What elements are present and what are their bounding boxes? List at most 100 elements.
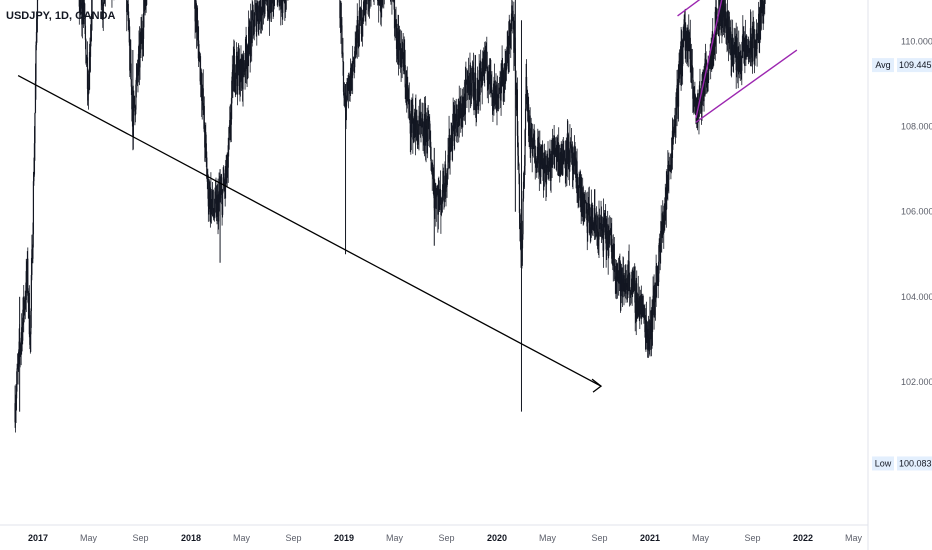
candle-body (733, 44, 735, 62)
candle-body (137, 53, 140, 76)
candle-body (702, 72, 704, 81)
chart-title: USDJPY, 1D, OANDA (6, 10, 115, 22)
candle-body (659, 242, 661, 248)
candle-body (25, 299, 27, 301)
trendline-arrowhead (591, 378, 603, 393)
candle-body (82, 12, 84, 14)
candle-body (440, 204, 443, 215)
candle-body (585, 201, 587, 203)
candle-body (135, 77, 138, 85)
time-tick-label: 2021 (640, 533, 660, 543)
candle-body (587, 209, 589, 233)
candle-body (252, 9, 254, 21)
time-axis[interactable]: 2017 May Sep 2018 May Sep 2019 May Sep 2020 May Sep… (28, 533, 863, 543)
candle-body (647, 328, 649, 335)
candle-body (547, 157, 549, 168)
candle-body (242, 56, 244, 90)
candle-body (487, 81, 489, 90)
candle-body (555, 148, 557, 157)
candle-body (230, 103, 232, 125)
candle-body (739, 52, 741, 70)
candle-body (456, 122, 458, 133)
candle-body (719, 15, 721, 27)
candle-body (227, 167, 229, 177)
candle-body (653, 299, 656, 316)
candle-body (89, 40, 92, 57)
candle-body (670, 154, 673, 172)
candle-body (260, 0, 262, 18)
candle-body (747, 46, 749, 50)
candle-body (618, 277, 620, 279)
descending-trendline (17, 74, 602, 387)
candle-body (496, 97, 498, 111)
candle-body (27, 258, 29, 296)
candle-body (236, 55, 238, 72)
candle-body (83, 2, 86, 16)
candle-body (564, 158, 566, 162)
candle-body (517, 135, 519, 156)
candle-body (522, 181, 525, 199)
candle-body (500, 72, 502, 101)
candle-body (467, 72, 469, 76)
candle-body (595, 225, 598, 229)
candle-body (421, 120, 423, 128)
candle-body (498, 88, 500, 99)
time-tick-label: Sep (745, 533, 761, 543)
candle-body (195, 1, 197, 17)
candle-body (394, 26, 396, 29)
candle-body (281, 0, 283, 3)
candle-body (748, 48, 751, 52)
candle-body (446, 169, 449, 171)
candle-body (594, 208, 596, 216)
candle-body (517, 155, 520, 165)
candle-body (462, 104, 464, 115)
candle-body (85, 61, 88, 64)
candle-body (625, 283, 628, 288)
candle-body (429, 139, 431, 142)
candle-body (261, 14, 263, 16)
candle-body (465, 79, 467, 85)
candle-body (721, 9, 724, 28)
candle-body (666, 191, 668, 197)
candle-body (214, 191, 217, 195)
candle-body (585, 200, 587, 202)
candle-body (378, 2, 380, 6)
candle-body (341, 25, 343, 54)
candle-body (464, 82, 466, 115)
candle-body (210, 199, 212, 215)
candle-body (741, 46, 743, 58)
candle-body (698, 109, 700, 117)
price-axis[interactable]: 100.000102.000104.000106.000108.000110.0… (901, 37, 932, 473)
candle-body (30, 274, 32, 311)
candle-body (424, 113, 426, 116)
candle-body (528, 104, 530, 136)
candle-body (198, 52, 200, 61)
candle-body (273, 0, 275, 4)
candle-body (430, 141, 432, 160)
candle-body (643, 305, 645, 318)
candle-body (409, 100, 411, 114)
candle-body (495, 85, 497, 91)
candle-body (428, 116, 430, 117)
candle-body (380, 8, 382, 13)
candle-body (146, 0, 148, 5)
candle-body (751, 26, 754, 63)
candle-body (84, 25, 87, 40)
candle-body (525, 76, 528, 90)
candle-body (617, 270, 619, 278)
candle-body (441, 203, 443, 205)
candle-body (538, 142, 540, 173)
candle-body (253, 25, 255, 35)
candle-body (489, 58, 491, 75)
candle-body (461, 120, 463, 124)
candle-body (685, 36, 687, 51)
candle-body (588, 203, 590, 223)
candle-body (401, 54, 403, 64)
candle-body (226, 156, 228, 177)
candle-body (566, 163, 568, 168)
price-tick-label: 106.000 (901, 207, 932, 217)
candle-body (764, 0, 766, 2)
candle-body (356, 20, 358, 43)
candle-body (340, 19, 343, 26)
